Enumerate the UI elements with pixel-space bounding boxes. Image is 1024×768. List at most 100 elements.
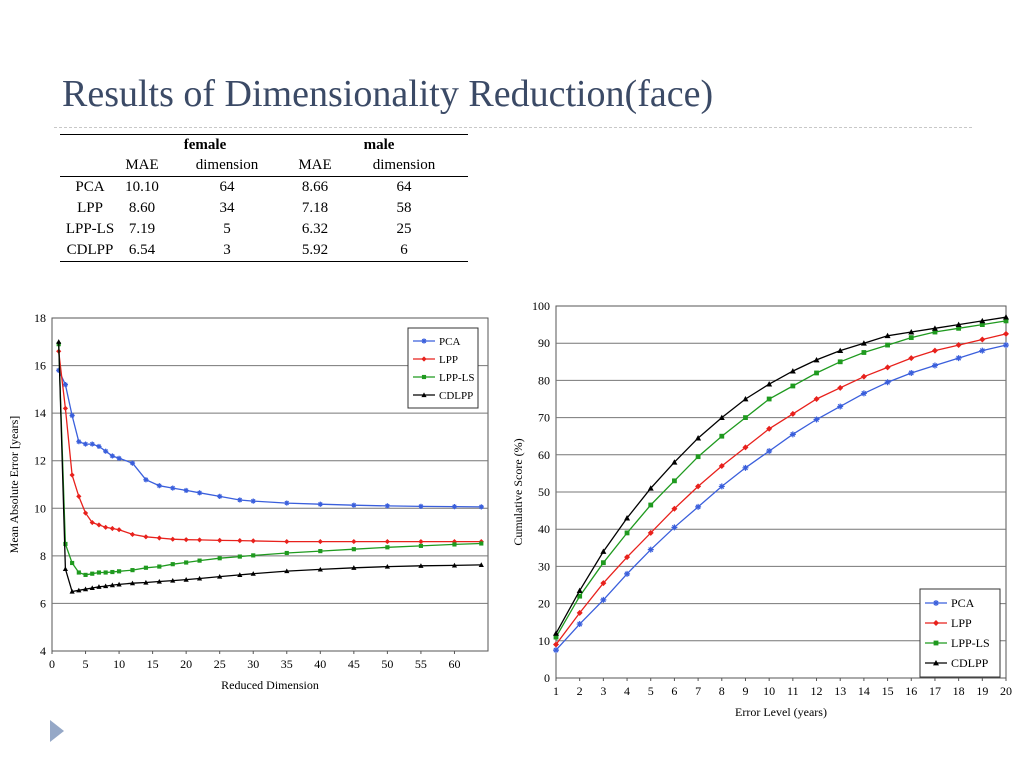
data-point [885, 342, 890, 348]
legend-entry: LPP-LS [951, 636, 990, 650]
title-divider [54, 127, 972, 128]
y-tick-label: 90 [538, 336, 550, 350]
data-point [418, 563, 424, 568]
series-line [555, 333, 1007, 645]
data-point [553, 630, 559, 636]
series-cdlpp [56, 339, 484, 594]
data-point [237, 554, 242, 559]
data-point [553, 647, 559, 654]
data-point [62, 382, 69, 388]
data-point [217, 493, 223, 499]
data-point [553, 641, 559, 648]
data-point [672, 478, 677, 484]
series-lpp-ls [56, 342, 484, 577]
cell: 3 [164, 240, 290, 262]
data-point [183, 537, 189, 543]
data-point [56, 339, 62, 344]
data-point [129, 580, 136, 586]
data-point [156, 578, 162, 584]
data-point [1003, 342, 1009, 349]
data-point [197, 558, 202, 563]
legend-entry: CDLPP [439, 390, 473, 402]
series-line [555, 344, 1007, 651]
series-pca [553, 342, 1009, 654]
data-point [237, 497, 243, 503]
y-tick-label: 14 [34, 406, 46, 420]
data-point [103, 448, 109, 454]
data-point [577, 593, 583, 599]
data-point [103, 524, 109, 530]
x-tick-label: 14 [858, 684, 870, 698]
data-point [385, 545, 390, 550]
cell: 6.32 [301, 221, 329, 237]
cell: 34 [219, 200, 235, 216]
data-point [600, 548, 607, 554]
data-point [908, 355, 915, 362]
data-point [743, 415, 748, 420]
col-male-dimension: dimension [340, 155, 468, 177]
data-point [600, 580, 607, 587]
data-point [695, 435, 702, 441]
data-point [82, 510, 89, 516]
y-tick-label: 10 [34, 501, 46, 515]
x-axis-label: Reduced Dimension [221, 678, 319, 692]
data-point [170, 536, 176, 542]
data-point [479, 541, 484, 546]
data-point [116, 527, 122, 533]
data-point [351, 547, 356, 552]
data-point [56, 367, 62, 373]
data-point [116, 569, 122, 574]
mae-chart-svg: 4 6 8 10 12 14 16 18 0 5 10 15 20 25 30 35 40 45 50 55 60 Red… [7, 311, 489, 692]
x-tick-label: 11 [787, 684, 799, 698]
data-point [600, 560, 606, 566]
y-tick-label: 80 [538, 373, 550, 387]
data-point [553, 634, 559, 640]
x-tick-label: 40 [314, 657, 326, 671]
data-point [671, 505, 678, 512]
data-point [718, 462, 725, 469]
legend: PCA LPP LPP-LS CDLPP [407, 327, 479, 409]
data-point [837, 347, 844, 354]
cell: 5 [223, 221, 231, 237]
y-tick-label: 30 [538, 559, 550, 573]
data-point [143, 565, 148, 570]
data-point [157, 564, 162, 569]
y-tick-label: 40 [538, 522, 550, 536]
x-tick-label: 60 [448, 657, 460, 671]
x-tick-label: 9 [742, 684, 748, 698]
next-slide-arrow-icon[interactable] [50, 720, 64, 742]
data-point [251, 553, 256, 558]
cell: 64 [396, 179, 412, 195]
data-point [979, 336, 986, 343]
y-tick-label: 8 [40, 549, 46, 563]
data-point [418, 543, 424, 548]
data-point [170, 485, 176, 491]
data-point [955, 342, 962, 349]
data-point [237, 538, 243, 544]
data-point [351, 565, 357, 570]
data-point [908, 369, 915, 376]
data-point [237, 572, 243, 577]
col-female-mae: MAE [120, 155, 164, 177]
data-point [718, 483, 725, 490]
data-point [109, 525, 115, 532]
x-tick-label: 35 [281, 657, 293, 671]
data-point [184, 560, 189, 565]
x-tick-label: 55 [415, 657, 427, 671]
y-tick-label: 100 [532, 299, 550, 313]
data-point [647, 529, 654, 536]
data-point [837, 403, 844, 410]
data-point [317, 501, 323, 507]
data-point [933, 640, 939, 646]
data-point [76, 439, 82, 445]
data-point [478, 562, 484, 567]
data-point [103, 570, 108, 575]
data-point [742, 444, 749, 451]
data-point [250, 571, 256, 576]
x-tick-label: 6 [671, 684, 677, 698]
data-point [418, 503, 424, 509]
data-point [813, 416, 820, 423]
row-method: PCA [75, 179, 105, 195]
x-tick-label: 12 [811, 684, 823, 698]
